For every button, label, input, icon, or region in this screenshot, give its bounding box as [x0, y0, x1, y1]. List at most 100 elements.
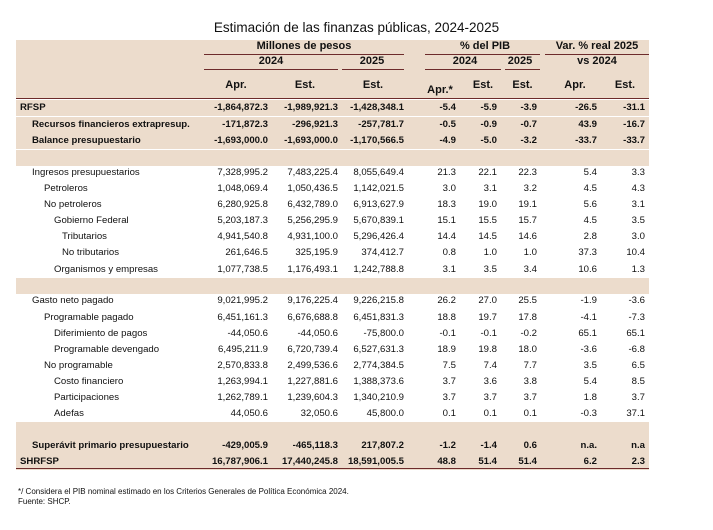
- row-label: Recursos financieros extrapresup.: [32, 119, 190, 130]
- table-cell: 65.1: [578, 328, 597, 339]
- table-cell: 14.4: [437, 231, 456, 242]
- table-cell: 2,570,833.8: [217, 360, 268, 371]
- table-cell: -465,118.3: [292, 440, 338, 451]
- table-cell: 3.0: [631, 231, 645, 242]
- row-shade: [16, 454, 649, 470]
- table-cell: 18.3: [437, 199, 456, 210]
- table-cell: -1,170,566.5: [350, 135, 404, 146]
- table-cell: -1,428,348.1: [350, 102, 404, 113]
- header-sub-est-var: Est.: [614, 79, 636, 91]
- table-cell: 17,440,245.8: [281, 456, 338, 467]
- table-cell: 1,227,881.6: [287, 376, 338, 387]
- table-cell: 1,242,788.8: [353, 264, 404, 275]
- table-cell: -16.7: [623, 119, 645, 130]
- header-sub-apr-star: Apr.*: [427, 84, 453, 96]
- table-cell: -1.4: [480, 440, 497, 451]
- table-cell: 1.3: [631, 264, 645, 275]
- table-cell: -3.9: [520, 102, 537, 113]
- table-cell: -0.1: [439, 328, 456, 339]
- table-cell: 3.2: [523, 183, 537, 194]
- row-label: No tributarios: [62, 247, 120, 258]
- table-cell: 8.5: [631, 376, 645, 387]
- footnote-pib: */ Considera el PIB nominal estimado en …: [18, 487, 349, 496]
- table-cell: -26.5: [575, 102, 597, 113]
- header-year-2024-mdp: 2024: [258, 55, 284, 67]
- table-cell: 0.6: [523, 440, 537, 451]
- table-cell: 4,931,100.0: [287, 231, 338, 242]
- header-pct-pib: % del PIB: [459, 40, 511, 52]
- table-cell: 3.5: [631, 215, 645, 226]
- table-cell: 19.8: [478, 344, 497, 355]
- table-cell: 1,388,373.6: [353, 376, 404, 387]
- header-var-vs: vs 2024: [577, 55, 617, 67]
- table-cell: 6.2: [583, 456, 597, 467]
- table-cell: -0.5: [439, 119, 456, 130]
- table-bottom-rule: [16, 468, 649, 469]
- table-cell: 325,195.9: [295, 247, 338, 258]
- table-cell: 3.6: [483, 376, 497, 387]
- row-label: No programable: [44, 360, 113, 371]
- table-cell: 2,499,536.6: [287, 360, 338, 371]
- table-cell: -75,800.0: [363, 328, 404, 339]
- header-year-2025-mdp: 2025: [359, 55, 385, 67]
- header-bottom-rule: [16, 98, 649, 99]
- table-cell: -3.6: [580, 344, 597, 355]
- table-title: Estimación de las finanzas públicas, 202…: [213, 20, 500, 35]
- header-var-real: Var. % real 2025: [555, 40, 639, 52]
- header-rule-pib: [425, 54, 540, 55]
- header-sub-est-2025: Est.: [362, 79, 384, 91]
- row-label: Gasto neto pagado: [32, 295, 114, 306]
- table-cell: 1,142,021.5: [353, 183, 404, 194]
- row-label: Programable devengado: [54, 344, 160, 355]
- row-label: Ingresos presupuestarios: [32, 167, 140, 178]
- footnote-source: Fuente: SHCP.: [18, 497, 71, 506]
- table-cell: 44,050.6: [230, 408, 268, 419]
- row-shade: [16, 278, 649, 294]
- header-millones-de-pesos: Millones de pesos: [256, 40, 352, 52]
- row-label: Balance presupuestario: [32, 135, 141, 146]
- header-sub-est-pib: Est.: [472, 79, 494, 91]
- header-rule-2025-pib: [505, 69, 540, 70]
- table-cell: 5.6: [583, 199, 597, 210]
- table-cell: -0.7: [520, 119, 537, 130]
- table-cell: 6,451,831.3: [353, 312, 404, 323]
- table-cell: -1.2: [439, 440, 456, 451]
- table-cell: 2.3: [631, 456, 645, 467]
- table-cell: 3.1: [442, 264, 456, 275]
- table-cell: -296,921.3: [292, 119, 338, 130]
- table-cell: 3.5: [483, 264, 497, 275]
- table-cell: 1,050,436.5: [287, 183, 338, 194]
- header-sub-apr-var: Apr.: [564, 79, 586, 91]
- table-cell: -5.0: [480, 135, 497, 146]
- table-cell: 18.9: [437, 344, 456, 355]
- table-cell: 6,720,739.4: [287, 344, 338, 355]
- table-cell: 3.3: [631, 167, 645, 178]
- row-label: Participaciones: [54, 392, 120, 403]
- table-cell: 7,483,225.4: [287, 167, 338, 178]
- table-cell: 3.7: [523, 392, 537, 403]
- row-label: No petroleros: [44, 199, 102, 210]
- table-cell: 1,340,210.9: [353, 392, 404, 403]
- table-cell: 6,280,925.8: [217, 199, 268, 210]
- table-cell: 0.1: [442, 408, 456, 419]
- table-cell: 7.5: [442, 360, 456, 371]
- table-cell: 17.8: [518, 312, 537, 323]
- table-cell: 4.3: [631, 183, 645, 194]
- table-cell: n.a.: [580, 440, 597, 451]
- table-cell: -4.9: [439, 135, 456, 146]
- table-cell: -44,050.6: [297, 328, 338, 339]
- table-cell: 3.1: [483, 183, 497, 194]
- table-cell: 32,050.6: [300, 408, 338, 419]
- table-cell: -33.7: [623, 135, 645, 146]
- table-cell: -0.9: [480, 119, 497, 130]
- row-shade: [16, 150, 649, 166]
- row-shade: [16, 438, 649, 454]
- table-cell: 3.4: [523, 264, 537, 275]
- table-cell: 10.4: [626, 247, 645, 258]
- table-cell: 15.5: [478, 215, 497, 226]
- table-cell: 19.1: [518, 199, 537, 210]
- table-cell: 3.1: [631, 199, 645, 210]
- row-shade: [16, 100, 649, 116]
- table-cell: 2,774,384.5: [353, 360, 404, 371]
- table-cell: -257,781.7: [358, 119, 404, 130]
